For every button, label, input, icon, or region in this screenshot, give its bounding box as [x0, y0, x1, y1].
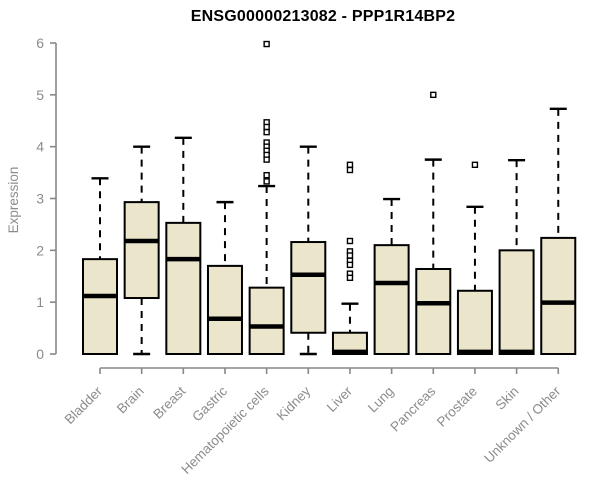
x-tick-label-brain: Brain — [114, 384, 147, 417]
x-tick-label-kidney: Kidney — [274, 383, 314, 423]
outlier-point-hematopoietic-cells-2 — [263, 123, 270, 131]
outlier-point-pancreas-0 — [430, 91, 437, 99]
outlier-point-liver-6 — [346, 261, 354, 269]
y-tick-label-0: 0 — [36, 346, 44, 362]
y-tick-label-5: 5 — [36, 87, 44, 103]
box-breast — [165, 221, 202, 355]
outlier-point-liver-0 — [346, 161, 354, 169]
x-tick-label-pancreas: Pancreas — [387, 383, 438, 434]
chart-title: ENSG00000213082 - PPP1R14BP2 — [190, 8, 456, 25]
outlier-point-liver-4 — [346, 252, 354, 259]
outlier-point-hematopoietic-cells-9 — [263, 171, 270, 179]
box-unknown-other — [540, 236, 577, 355]
box-gastric — [206, 264, 243, 355]
x-tick-label-gastric: Gastric — [189, 383, 230, 424]
outlier-point-liver-1 — [346, 166, 354, 174]
x-tick-label-liver: Liver — [324, 383, 356, 415]
x-tick-label-bladder: Bladder — [62, 383, 106, 427]
x-tick-label-prostate: Prostate — [434, 384, 480, 430]
y-tick-label-3: 3 — [36, 191, 44, 207]
y-tick-label-4: 4 — [36, 139, 44, 155]
box-pancreas — [415, 267, 452, 356]
box-kidney — [290, 241, 327, 334]
box-prostate — [456, 289, 493, 356]
outlier-point-prostate-0 — [471, 161, 479, 169]
outlier-point-hematopoietic-cells-3 — [263, 128, 270, 136]
outlier-point-hematopoietic-cells-10 — [263, 178, 270, 185]
x-tick-label-lung: Lung — [365, 384, 397, 416]
outlier-point-hematopoietic-cells-8 — [263, 156, 270, 163]
box-lung — [373, 244, 410, 355]
box-hematopoietic-cells — [248, 286, 285, 355]
box-bladder — [82, 258, 118, 355]
x-tick-label-skin: Skin — [493, 384, 522, 413]
x-tick-label-unknown-other: Unknown / Other — [481, 383, 564, 466]
outlier-point-liver-2 — [346, 237, 354, 245]
box-brain — [123, 201, 160, 300]
x-tick-label-breast: Breast — [150, 383, 188, 421]
y-tick-label-2: 2 — [36, 242, 44, 258]
y-tick-label-1: 1 — [36, 294, 44, 310]
outlier-point-hematopoietic-cells-0 — [263, 40, 270, 48]
y-tick-label-6: 6 — [36, 35, 44, 51]
outlier-point-liver-8 — [346, 274, 354, 282]
box-skin — [498, 249, 535, 355]
